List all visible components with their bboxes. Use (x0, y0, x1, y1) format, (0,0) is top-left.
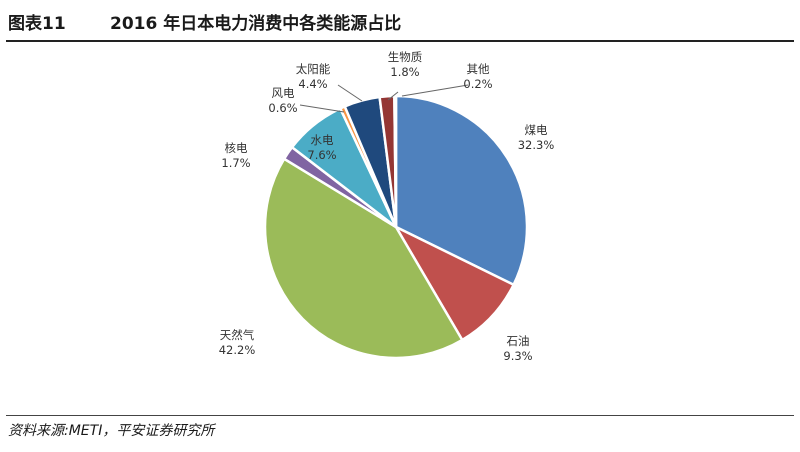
leader-lines (299, 84, 469, 113)
pie-slices (263, 94, 529, 360)
leader-line-9 (401, 84, 469, 97)
footer-divider (6, 415, 794, 416)
pie-slice-2 (392, 224, 516, 342)
slice-label-6: 风电 (272, 86, 295, 100)
pie-slice-1 (394, 94, 529, 287)
slice-label-1: 煤电 (525, 123, 548, 137)
slice-value-9: 0.2% (463, 77, 492, 91)
slice-value-5: 7.6% (307, 148, 336, 162)
chart-title: 2016 年日本电力消费中各类能源占比 (110, 14, 402, 34)
slice-value-2: 9.3% (503, 349, 532, 363)
figure-label: 图表11 (8, 14, 66, 34)
slice-label-3: 天然气 (220, 328, 255, 342)
slice-label-2: 石油 (507, 334, 530, 348)
source-note: 资料来源:METI，平安证券研究所 (8, 423, 215, 439)
slice-value-4: 1.7% (221, 156, 250, 170)
slice-value-1: 32.3% (518, 138, 555, 152)
slice-value-3: 42.2% (219, 343, 256, 357)
leader-line-7 (337, 84, 363, 102)
pie-slice-3 (263, 157, 464, 360)
header-divider (6, 40, 794, 42)
slice-label-4: 核电 (225, 141, 248, 155)
leader-line-8 (387, 91, 399, 101)
figure-header: 图表11 2016 年日本电力消费中各类能源占比 (0, 0, 800, 42)
slice-label-5: 水电 (311, 133, 334, 147)
slice-value-7: 4.4% (298, 77, 327, 91)
slice-label-7: 太阳能 (296, 62, 331, 76)
slice-value-6: 0.6% (268, 101, 297, 115)
pie-slice-9 (393, 94, 398, 228)
slice-label-9: 其他 (467, 62, 490, 76)
slice-label-8: 生物质 (388, 50, 423, 64)
slice-value-8: 1.8% (390, 65, 419, 79)
leader-line-6 (299, 104, 345, 113)
